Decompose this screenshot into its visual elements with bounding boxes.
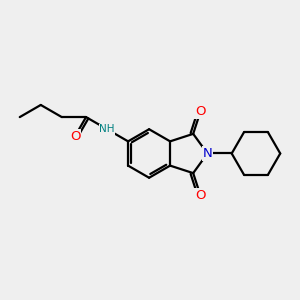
Text: O: O [70, 130, 80, 142]
Text: N: N [202, 147, 212, 160]
Text: NH: NH [99, 124, 115, 134]
Text: O: O [195, 105, 206, 119]
Text: O: O [195, 188, 206, 202]
